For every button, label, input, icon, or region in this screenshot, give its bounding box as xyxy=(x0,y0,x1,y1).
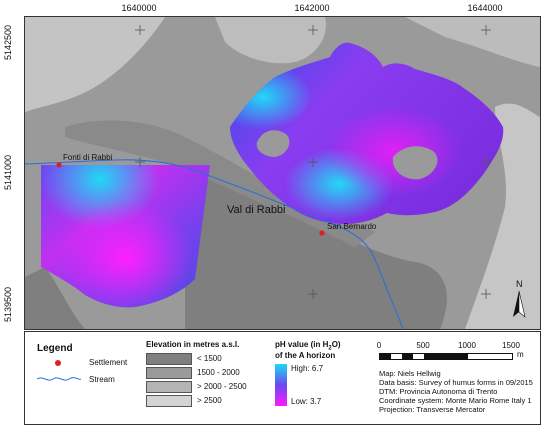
credit-author: Map: Niels Hellwig xyxy=(379,369,441,378)
legend-stream-label: Stream xyxy=(89,375,115,384)
elevation-swatch-2 xyxy=(146,367,192,379)
grid-crosses xyxy=(135,25,491,299)
credit-dtm: DTM: Provincia Autonoma di Trento xyxy=(379,387,498,396)
ph-gap-2 xyxy=(392,146,438,180)
legend-title: Legend xyxy=(37,343,73,354)
place-san-bernardo: San Bernardo xyxy=(327,222,377,231)
coord-x-1642000: 1642000 xyxy=(294,3,330,13)
settlement-san-bernardo xyxy=(319,230,325,236)
scale-label-1000: 1000 xyxy=(458,341,476,350)
scale-unit: m xyxy=(517,350,524,359)
ph-legend-title: pH value (in H2O) xyxy=(275,340,341,352)
ph-legend-subtitle: of the A horizon xyxy=(275,351,336,360)
credit-projection: Projection: Transverse Mercator xyxy=(379,405,486,414)
elevation-label-4: > 2500 xyxy=(197,396,222,405)
ph-high-label: High: 6.7 xyxy=(291,364,324,373)
elevation-label-1: < 1500 xyxy=(197,354,222,363)
legend-settlement-label: Settlement xyxy=(89,358,128,367)
ph-low-label: Low: 3.7 xyxy=(291,397,322,406)
stream-symbol-icon xyxy=(37,377,81,381)
elevation-low-sw xyxy=(25,267,85,329)
north-arrow-label: N xyxy=(516,279,523,289)
credit-coordinate-system: Coordinate system: Monte Mario Rome Ital… xyxy=(379,396,532,405)
settlement-symbol-icon xyxy=(55,360,61,366)
coord-y-5139500: 5139500 xyxy=(3,286,13,322)
scale-label-500: 500 xyxy=(416,341,430,350)
elevation-swatch-4 xyxy=(146,395,192,407)
elevation-valley-floor xyxy=(65,120,375,247)
legend-panel: Legend Settlement Stream Elevation in me… xyxy=(24,331,541,425)
map-credits: Map: Niels Hellwig Data basis: Survey of… xyxy=(379,369,533,414)
elevation-label-3: > 2000 - 2500 xyxy=(197,382,247,391)
elevation-legend-title: Elevation in metres a.s.l. xyxy=(146,340,240,349)
ph-area-west-low xyxy=(41,165,210,308)
elevation-swatch-3 xyxy=(146,381,192,393)
elevation-high-ne xyxy=(405,17,540,67)
map-canvas xyxy=(25,17,540,329)
elevation-label-2: 1500 - 2000 xyxy=(197,368,240,377)
map-frame: Fonti di Rabbi Val di Rabbi San Bernardo… xyxy=(24,16,541,330)
coord-x-1640000: 1640000 xyxy=(121,3,157,13)
ph-gap-1 xyxy=(256,130,290,157)
elevation-high-n xyxy=(215,17,326,64)
scale-bar xyxy=(379,353,513,360)
scale-label-1500: 1500 xyxy=(502,341,520,350)
coord-y-5142500: 5142500 xyxy=(3,24,13,60)
stream-line xyxy=(25,159,404,329)
ph-color-ramp xyxy=(275,364,287,406)
coord-y-5141000: 5141000 xyxy=(3,154,13,190)
place-val-di-rabbi: Val di Rabbi xyxy=(227,204,286,216)
north-arrow-icon xyxy=(513,290,526,318)
place-fonti-di-rabbi: Fonti di Rabbi xyxy=(63,153,113,162)
elevation-high-e xyxy=(465,103,540,329)
ph-area-east-low xyxy=(230,42,504,224)
credit-data-basis: Data basis: Survey of humus forms in 09/… xyxy=(379,378,533,387)
coord-x-1644000: 1644000 xyxy=(467,3,503,13)
elevation-high-nw xyxy=(25,17,165,112)
elevation-low-valley xyxy=(185,167,447,329)
settlement-fonti-di-rabbi xyxy=(56,162,62,168)
elevation-swatch-1 xyxy=(146,353,192,365)
scale-label-0: 0 xyxy=(376,341,382,350)
